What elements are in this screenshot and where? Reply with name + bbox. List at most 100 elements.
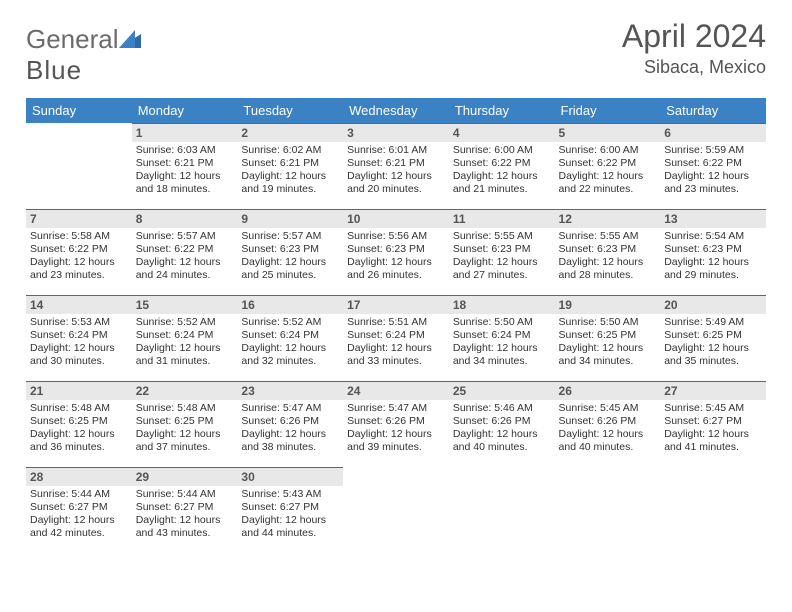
day-details: Sunrise: 5:55 AMSunset: 6:23 PMDaylight:… (555, 228, 661, 287)
calendar-cell: 13Sunrise: 5:54 AMSunset: 6:23 PMDayligh… (660, 209, 766, 295)
day-details: Sunrise: 6:01 AMSunset: 6:21 PMDaylight:… (343, 142, 449, 201)
calendar-cell: 4Sunrise: 6:00 AMSunset: 6:22 PMDaylight… (449, 123, 555, 209)
calendar-cell (26, 123, 132, 209)
calendar-week-row: 1Sunrise: 6:03 AMSunset: 6:21 PMDaylight… (26, 123, 766, 209)
weekday-header: Tuesday (237, 98, 343, 123)
day-number: 17 (343, 295, 449, 314)
day-number: 16 (237, 295, 343, 314)
day-details: Sunrise: 5:56 AMSunset: 6:23 PMDaylight:… (343, 228, 449, 287)
day-details: Sunrise: 5:57 AMSunset: 6:23 PMDaylight:… (237, 228, 343, 287)
day-details: Sunrise: 5:49 AMSunset: 6:25 PMDaylight:… (660, 314, 766, 373)
day-number: 13 (660, 209, 766, 228)
day-details: Sunrise: 5:44 AMSunset: 6:27 PMDaylight:… (26, 486, 132, 545)
day-details: Sunrise: 5:50 AMSunset: 6:25 PMDaylight:… (555, 314, 661, 373)
day-number: 10 (343, 209, 449, 228)
calendar-cell: 28Sunrise: 5:44 AMSunset: 6:27 PMDayligh… (26, 467, 132, 553)
calendar-cell (449, 467, 555, 553)
day-details: Sunrise: 6:02 AMSunset: 6:21 PMDaylight:… (237, 142, 343, 201)
calendar-cell: 17Sunrise: 5:51 AMSunset: 6:24 PMDayligh… (343, 295, 449, 381)
location-label: Sibaca, Mexico (622, 57, 766, 78)
day-details: Sunrise: 5:55 AMSunset: 6:23 PMDaylight:… (449, 228, 555, 287)
calendar-cell: 19Sunrise: 5:50 AMSunset: 6:25 PMDayligh… (555, 295, 661, 381)
day-number: 9 (237, 209, 343, 228)
day-details: Sunrise: 5:47 AMSunset: 6:26 PMDaylight:… (237, 400, 343, 459)
calendar-cell: 8Sunrise: 5:57 AMSunset: 6:22 PMDaylight… (132, 209, 238, 295)
month-title: April 2024 (622, 18, 766, 55)
weekday-header: Monday (132, 98, 238, 123)
calendar-cell (555, 467, 661, 553)
calendar-week-row: 7Sunrise: 5:58 AMSunset: 6:22 PMDaylight… (26, 209, 766, 295)
day-number: 4 (449, 123, 555, 142)
day-details: Sunrise: 5:48 AMSunset: 6:25 PMDaylight:… (132, 400, 238, 459)
calendar-cell: 14Sunrise: 5:53 AMSunset: 6:24 PMDayligh… (26, 295, 132, 381)
day-number: 1 (132, 123, 238, 142)
day-number: 14 (26, 295, 132, 314)
calendar-cell: 7Sunrise: 5:58 AMSunset: 6:22 PMDaylight… (26, 209, 132, 295)
calendar-cell: 29Sunrise: 5:44 AMSunset: 6:27 PMDayligh… (132, 467, 238, 553)
day-details: Sunrise: 5:43 AMSunset: 6:27 PMDaylight:… (237, 486, 343, 545)
day-details: Sunrise: 5:45 AMSunset: 6:26 PMDaylight:… (555, 400, 661, 459)
calendar-cell (660, 467, 766, 553)
calendar-cell: 30Sunrise: 5:43 AMSunset: 6:27 PMDayligh… (237, 467, 343, 553)
day-details: Sunrise: 5:53 AMSunset: 6:24 PMDaylight:… (26, 314, 132, 373)
day-details: Sunrise: 5:48 AMSunset: 6:25 PMDaylight:… (26, 400, 132, 459)
calendar-cell: 10Sunrise: 5:56 AMSunset: 6:23 PMDayligh… (343, 209, 449, 295)
day-number: 3 (343, 123, 449, 142)
day-details: Sunrise: 6:03 AMSunset: 6:21 PMDaylight:… (132, 142, 238, 201)
brand-logo: General Blue (26, 18, 141, 86)
day-number: 28 (26, 467, 132, 486)
weekday-header: Friday (555, 98, 661, 123)
day-number: 27 (660, 381, 766, 400)
brand-part2: Blue (26, 55, 82, 85)
calendar-week-row: 14Sunrise: 5:53 AMSunset: 6:24 PMDayligh… (26, 295, 766, 381)
calendar-week-row: 28Sunrise: 5:44 AMSunset: 6:27 PMDayligh… (26, 467, 766, 553)
brand-text: General Blue (26, 24, 141, 86)
calendar-cell: 2Sunrise: 6:02 AMSunset: 6:21 PMDaylight… (237, 123, 343, 209)
weekday-header: Thursday (449, 98, 555, 123)
day-number: 6 (660, 123, 766, 142)
calendar-cell: 3Sunrise: 6:01 AMSunset: 6:21 PMDaylight… (343, 123, 449, 209)
day-details: Sunrise: 5:47 AMSunset: 6:26 PMDaylight:… (343, 400, 449, 459)
day-number: 15 (132, 295, 238, 314)
calendar-cell: 16Sunrise: 5:52 AMSunset: 6:24 PMDayligh… (237, 295, 343, 381)
calendar-table: SundayMondayTuesdayWednesdayThursdayFrid… (26, 98, 766, 553)
calendar-cell: 25Sunrise: 5:46 AMSunset: 6:26 PMDayligh… (449, 381, 555, 467)
day-details: Sunrise: 5:44 AMSunset: 6:27 PMDaylight:… (132, 486, 238, 545)
day-details: Sunrise: 6:00 AMSunset: 6:22 PMDaylight:… (449, 142, 555, 201)
day-number: 2 (237, 123, 343, 142)
day-details: Sunrise: 5:58 AMSunset: 6:22 PMDaylight:… (26, 228, 132, 287)
calendar-cell: 24Sunrise: 5:47 AMSunset: 6:26 PMDayligh… (343, 381, 449, 467)
day-details: Sunrise: 5:52 AMSunset: 6:24 PMDaylight:… (237, 314, 343, 373)
day-details: Sunrise: 5:54 AMSunset: 6:23 PMDaylight:… (660, 228, 766, 287)
day-number: 8 (132, 209, 238, 228)
day-number: 19 (555, 295, 661, 314)
day-number: 18 (449, 295, 555, 314)
day-number: 25 (449, 381, 555, 400)
calendar-cell: 23Sunrise: 5:47 AMSunset: 6:26 PMDayligh… (237, 381, 343, 467)
day-number: 26 (555, 381, 661, 400)
day-details: Sunrise: 5:51 AMSunset: 6:24 PMDaylight:… (343, 314, 449, 373)
calendar-cell: 9Sunrise: 5:57 AMSunset: 6:23 PMDaylight… (237, 209, 343, 295)
page-header: General Blue April 2024 Sibaca, Mexico (26, 18, 766, 86)
brand-triangle-icon (119, 24, 141, 55)
weekday-header: Saturday (660, 98, 766, 123)
weekday-header: Wednesday (343, 98, 449, 123)
calendar-cell: 6Sunrise: 5:59 AMSunset: 6:22 PMDaylight… (660, 123, 766, 209)
day-number: 11 (449, 209, 555, 228)
calendar-cell (343, 467, 449, 553)
calendar-cell: 27Sunrise: 5:45 AMSunset: 6:27 PMDayligh… (660, 381, 766, 467)
calendar-cell: 21Sunrise: 5:48 AMSunset: 6:25 PMDayligh… (26, 381, 132, 467)
day-details: Sunrise: 5:57 AMSunset: 6:22 PMDaylight:… (132, 228, 238, 287)
day-details: Sunrise: 5:45 AMSunset: 6:27 PMDaylight:… (660, 400, 766, 459)
calendar-cell: 26Sunrise: 5:45 AMSunset: 6:26 PMDayligh… (555, 381, 661, 467)
day-number: 22 (132, 381, 238, 400)
day-number: 21 (26, 381, 132, 400)
calendar-cell: 11Sunrise: 5:55 AMSunset: 6:23 PMDayligh… (449, 209, 555, 295)
day-number: 23 (237, 381, 343, 400)
day-number: 30 (237, 467, 343, 486)
weekday-header: Sunday (26, 98, 132, 123)
day-number: 5 (555, 123, 661, 142)
title-block: April 2024 Sibaca, Mexico (622, 18, 766, 78)
calendar-week-row: 21Sunrise: 5:48 AMSunset: 6:25 PMDayligh… (26, 381, 766, 467)
calendar-cell: 22Sunrise: 5:48 AMSunset: 6:25 PMDayligh… (132, 381, 238, 467)
